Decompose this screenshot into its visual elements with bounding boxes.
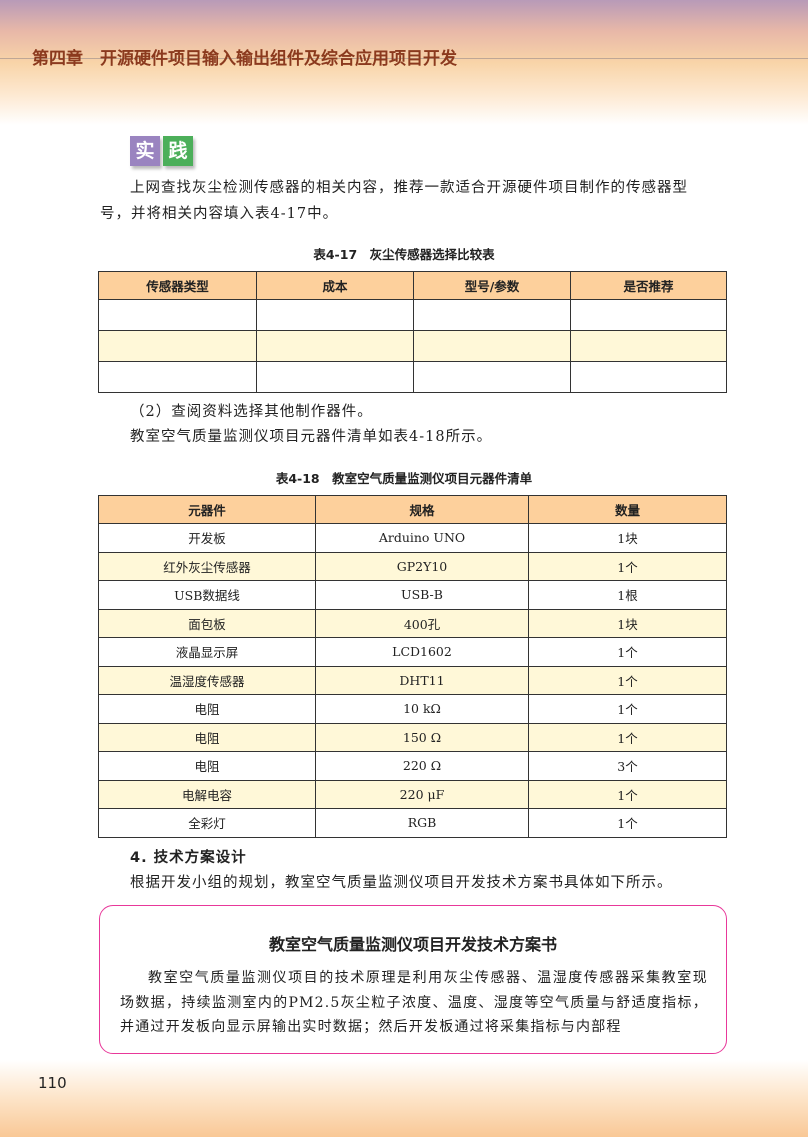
table-cell: 220 Ω [315, 751, 529, 781]
table-row: 电解电容 220 μF 1个 [98, 779, 727, 809]
table-cell: 3个 [528, 751, 727, 781]
table2-caption: 表4-18 教室空气质量监测仪项目元器件清单 [275, 471, 533, 486]
table1-caption: 表4-17 灰尘传感器选择比较表 [313, 247, 495, 262]
table-cell: 电阻 [98, 694, 316, 724]
column-header: 型号/参数 [413, 271, 571, 300]
table-row: 液晶显示屏 LCD1602 1个 [98, 637, 727, 667]
table-cell: 400孔 [315, 608, 529, 638]
table-cell[interactable] [570, 361, 727, 393]
table-cell[interactable] [98, 330, 257, 362]
table-cell: 1个 [528, 637, 727, 667]
table-cell[interactable] [98, 299, 257, 331]
table-cell: 1块 [528, 608, 727, 638]
table-cell[interactable] [570, 299, 727, 331]
table-cell: USB-B [315, 580, 529, 610]
section2-line: （2）查阅资料选择其他制作器件。 [130, 404, 373, 420]
table-cell: 10 kΩ [315, 694, 529, 724]
table-cell[interactable] [98, 361, 257, 393]
table-cell: 1个 [528, 722, 727, 752]
table-cell[interactable] [413, 299, 571, 331]
column-header: 是否推荐 [570, 271, 727, 300]
table-cell: 温湿度传感器 [98, 665, 316, 695]
section2-line: 教室空气质量监测仪项目元器件清单如表4-18所示。 [130, 429, 493, 445]
page-header-banner [0, 0, 808, 125]
column-header: 数量 [528, 495, 727, 524]
table-row [98, 361, 727, 393]
table-row: 电阻 10 kΩ 1个 [98, 694, 727, 724]
plan-box-body: 教室空气质量监测仪项目的技术原理是利用灰尘传感器、温湿度传感器采集教室现场数据，… [120, 970, 708, 1035]
table-cell: DHT11 [315, 665, 529, 695]
table-row: 开发板 Arduino UNO 1块 [98, 523, 727, 553]
practice-badge: 实 践 [130, 136, 193, 166]
header-divider [0, 58, 808, 59]
table-cell: 液晶显示屏 [98, 637, 316, 667]
table-cell[interactable] [413, 330, 571, 362]
table-cell: 150 Ω [315, 722, 529, 752]
table-cell[interactable] [413, 361, 571, 393]
table-row: 红外灰尘传感器 GP2Y10 1个 [98, 551, 727, 581]
table-cell: 1块 [528, 523, 727, 553]
component-list-table: 元器件 规格 数量 开发板 Arduino UNO 1块 红外灰尘传感器 GP2Y10 1… [98, 495, 727, 838]
column-header: 元器件 [98, 495, 316, 524]
table-row: 电阻 220 Ω 3个 [98, 751, 727, 781]
table-cell[interactable] [256, 299, 414, 331]
table-cell: 全彩灯 [98, 808, 316, 838]
table-cell: 电阻 [98, 722, 316, 752]
page-number: 110 [38, 1074, 67, 1092]
page-footer-banner [0, 1060, 808, 1137]
table-row [98, 330, 727, 362]
table-cell[interactable] [256, 330, 414, 362]
plan-box-title: 教室空气质量监测仪项目开发技术方案书 [268, 935, 557, 954]
table-row [98, 299, 727, 331]
table-row: 全彩灯 RGB 1个 [98, 808, 727, 838]
section4-text: 根据开发小组的规划，教室空气质量监测仪项目开发技术方案书具体如下所示。 [130, 875, 673, 891]
table-header-row: 传感器类型 成本 型号/参数 是否推荐 [98, 271, 727, 300]
table-cell: 220 μF [315, 779, 529, 809]
practice-badge-char: 实 [130, 136, 160, 166]
section4-heading: 4. 技术方案设计 [130, 850, 247, 866]
practice-text-line: 上网查找灰尘检测传感器的相关内容，推荐一款适合开源硬件项目制作的传感器型 [130, 180, 688, 196]
table-cell: 1个 [528, 551, 727, 581]
table-cell: RGB [315, 808, 529, 838]
table-row: 面包板 400孔 1块 [98, 608, 727, 638]
table-header-row: 元器件 规格 数量 [98, 495, 727, 524]
column-header: 传感器类型 [98, 271, 257, 300]
table-cell: USB数据线 [98, 580, 316, 610]
table-cell: 1根 [528, 580, 727, 610]
table-cell: 电阻 [98, 751, 316, 781]
chapter-title: 第四章 开源硬件项目输入输出组件及综合应用项目开发 [32, 49, 457, 69]
table-cell: LCD1602 [315, 637, 529, 667]
table-row: 电阻 150 Ω 1个 [98, 722, 727, 752]
table-row: USB数据线 USB-B 1根 [98, 580, 727, 610]
table-cell: 1个 [528, 808, 727, 838]
table-cell: GP2Y10 [315, 551, 529, 581]
practice-text-line: 号，并将相关内容填入表4-17中。 [100, 206, 339, 222]
column-header: 规格 [315, 495, 529, 524]
table-cell: 1个 [528, 779, 727, 809]
table-cell: Arduino UNO [315, 523, 529, 553]
table-cell: 1个 [528, 694, 727, 724]
table-cell[interactable] [570, 330, 727, 362]
plan-box: 教室空气质量监测仪项目开发技术方案书 教室空气质量监测仪项目的技术原理是利用灰尘… [99, 905, 727, 1054]
practice-badge-char: 践 [163, 136, 193, 166]
table-cell[interactable] [256, 361, 414, 393]
table-cell: 红外灰尘传感器 [98, 551, 316, 581]
sensor-comparison-table: 传感器类型 成本 型号/参数 是否推荐 [98, 271, 727, 393]
table-cell: 面包板 [98, 608, 316, 638]
table-cell: 开发板 [98, 523, 316, 553]
table-row: 温湿度传感器 DHT11 1个 [98, 665, 727, 695]
column-header: 成本 [256, 271, 414, 300]
table-cell: 电解电容 [98, 779, 316, 809]
table-cell: 1个 [528, 665, 727, 695]
